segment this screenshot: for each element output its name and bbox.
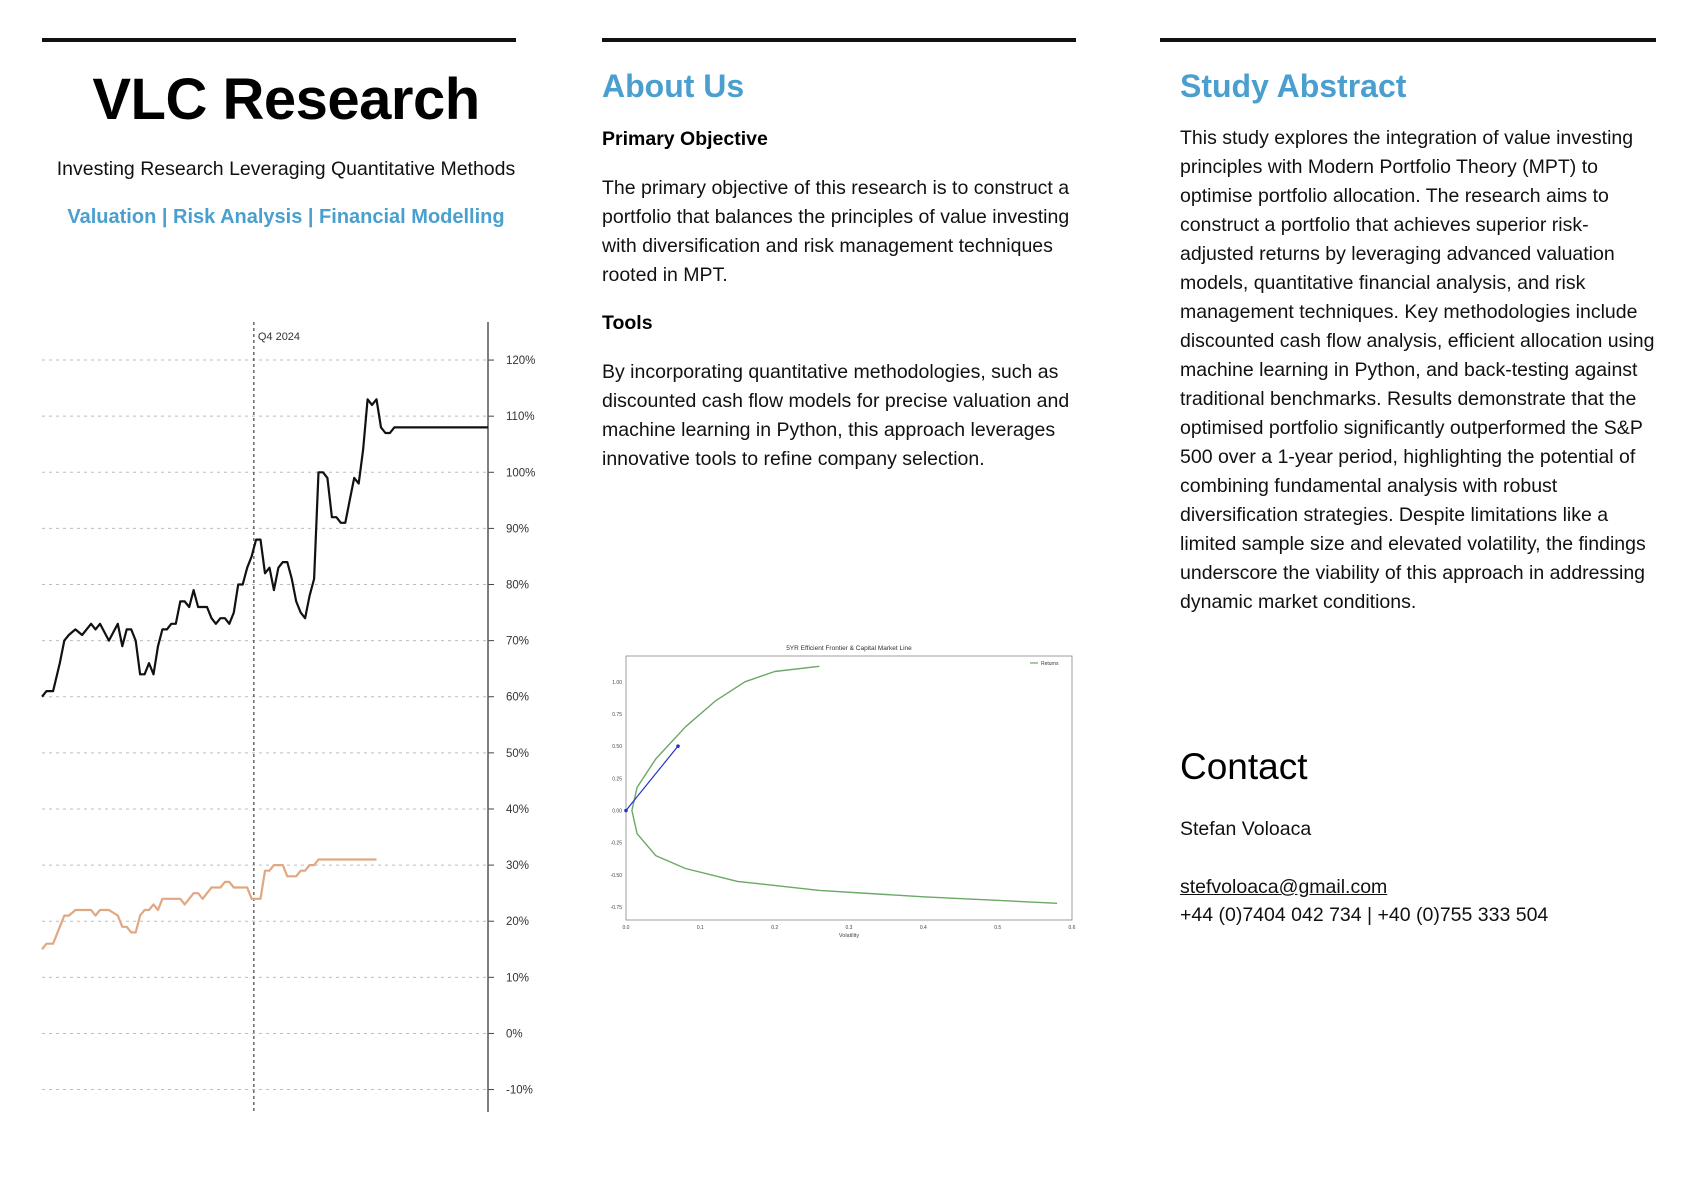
benchmark-series-line xyxy=(41,858,377,950)
performance-chart: -10% 0% 10% 20% 30% 40% 50% 60% 70% 80% 90% 100% 110… xyxy=(41,322,535,1112)
frontier-series-line xyxy=(631,665,1058,904)
frontier-chart-title: 5YR Efficient Frontier & Capital Market … xyxy=(786,645,912,652)
efficient-frontier-chart: 5YR Efficient Frontier & Capital Market … xyxy=(611,645,1076,939)
frontier-x-tick-label: 0.2 xyxy=(771,925,778,931)
frontier-y-tick-label: -0.25 xyxy=(611,841,623,847)
legend-label: Returns xyxy=(1041,661,1059,667)
frontier-x-tick-label: 0.6 xyxy=(1069,925,1076,931)
q4-marker-label: Q4 2024 xyxy=(258,331,300,343)
y-tick-label: 90% xyxy=(506,523,529,535)
y-tick-label: 110% xyxy=(506,411,535,423)
tools-heading: Tools xyxy=(602,312,653,334)
y-tick-label: 40% xyxy=(506,804,529,816)
abstract-heading: Study Abstract xyxy=(1180,68,1407,104)
brand-tags: Valuation | Risk Analysis | Financial Mo… xyxy=(67,206,505,228)
contact-heading: Contact xyxy=(1180,746,1308,787)
frontier-y-tick-label: 0.25 xyxy=(612,776,622,782)
contact-phones: +44 (0)7404 042 734 | +40 (0)755 333 504 xyxy=(1180,904,1549,926)
column-rule-left xyxy=(42,38,516,42)
y-tick-label: -10% xyxy=(506,1085,533,1097)
frontier-x-tick-label: 0.0 xyxy=(623,925,630,931)
objective-text: The primary objective of this research i… xyxy=(602,177,1070,286)
y-tick-label: 20% xyxy=(506,916,529,928)
frontier-y-tick-label: -0.50 xyxy=(611,873,623,879)
column-rule-right xyxy=(1160,38,1656,42)
frontier-x-tick-label: 0.3 xyxy=(846,925,853,931)
cml-point xyxy=(676,744,680,748)
about-heading: About Us xyxy=(602,68,745,104)
y-tick-label: 120% xyxy=(506,355,535,367)
brand-subtitle: Investing Research Leveraging Quantitati… xyxy=(56,158,516,180)
frontier-x-tick-label: 0.5 xyxy=(994,925,1001,931)
frontier-y-tick-label: 0.75 xyxy=(612,712,622,718)
frontier-y-tick-label: -0.75 xyxy=(611,905,623,911)
y-tick-label: 100% xyxy=(506,467,535,479)
portfolio-series-line xyxy=(41,398,488,698)
y-tick-label: 30% xyxy=(506,860,529,872)
frontier-y-tick-label: 0.50 xyxy=(612,744,622,750)
frontier-y-tick-label: 1.00 xyxy=(612,680,622,686)
y-tick-label: 70% xyxy=(506,636,529,648)
frontier-y-tick-label: 0.00 xyxy=(612,809,622,815)
objective-heading: Primary Objective xyxy=(602,128,768,150)
abstract-text: This study explores the integration of v… xyxy=(1180,127,1655,613)
contact-name: Stefan Voloaca xyxy=(1180,818,1312,840)
y-tick-label: 10% xyxy=(506,972,529,984)
cml-point xyxy=(624,808,628,813)
frontier-x-axis-label: Volatility xyxy=(839,933,859,939)
frontier-plot-frame xyxy=(625,655,1073,921)
column-rule-middle xyxy=(602,38,1076,42)
y-tick-label: 0% xyxy=(506,1028,523,1040)
y-tick-label: 80% xyxy=(506,580,529,592)
contact-email-link[interactable]: stefvoloaca@gmail.com xyxy=(1180,876,1388,898)
frontier-x-tick-label: 0.1 xyxy=(697,925,704,931)
y-tick-label: 50% xyxy=(506,748,529,760)
capital-market-line xyxy=(625,745,679,811)
frontier-x-tick-label: 0.4 xyxy=(920,925,927,931)
y-tick-label: 60% xyxy=(506,692,529,704)
brand-title: VLC Research xyxy=(92,67,480,132)
tools-text: By incorporating quantitative methodolog… xyxy=(602,361,1070,470)
